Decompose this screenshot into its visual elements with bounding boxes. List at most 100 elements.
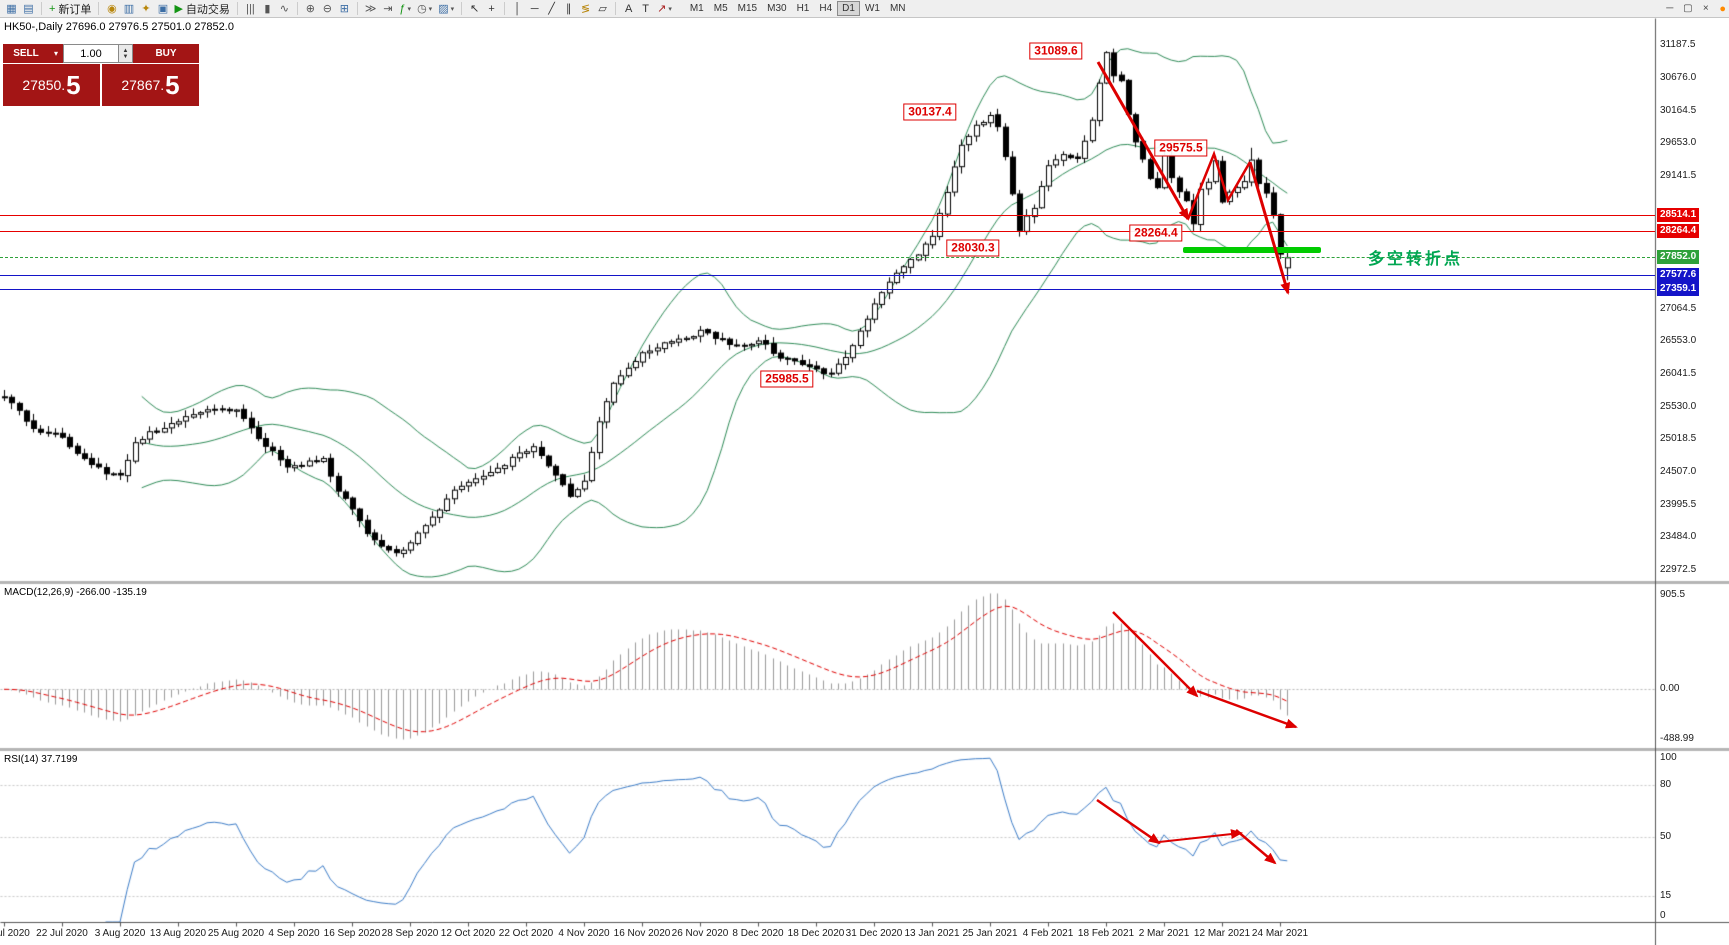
candlestick-chart-button[interactable]: ▮ (259, 1, 276, 17)
buy-button[interactable]: 27867. 5 (102, 64, 199, 106)
connection-status-icon: ● (1719, 2, 1726, 15)
indicators-dropdown-icon: ▾ (407, 5, 412, 13)
line-chart-button[interactable]: ∿ (276, 1, 293, 17)
timeframe-h1[interactable]: H1 (796, 3, 810, 14)
vertical-line-button[interactable]: │ (509, 1, 526, 17)
toolbar-separator (615, 2, 617, 15)
timeframe-m30[interactable]: M30 (767, 3, 787, 14)
periods-icon: ◷ (417, 2, 427, 15)
toolbar-separator (461, 2, 463, 15)
auto-scroll-button[interactable]: ≫ (362, 1, 380, 17)
data-window-icon: ▥ (123, 2, 135, 15)
volume-input[interactable] (63, 44, 119, 63)
timeframe-bar: M1 M5 M15 M30 H1 H4 D1 W1 MN (685, 1, 911, 16)
terminal-button[interactable]: ▣ (154, 1, 171, 17)
tile-windows-button[interactable]: ⊞ (336, 1, 353, 17)
toolbar: ▦ ▤ + 新订单 ◉ ▥ ✦ ▣ ▶ 自动交易 ||| ▮ ∿ ⊕ ⊖ ⊞ ≫ ⇥ ƒ ▾ ◷ ▾ ▨ ▾ ↖ + │ ─ ╱ ∥ ≶ ▱ A… (0, 0, 1729, 18)
templates-dropdown-icon: ▾ (450, 5, 455, 13)
one-click-trading-panel: SELL ▾ ▲ ▼ BUY 27850. 5 27867. 5 (3, 44, 199, 106)
chart-profiles-icon: ▤ (23, 2, 34, 15)
new-chart-icon: ▦ (6, 2, 17, 15)
channel-button[interactable]: ∥ (560, 1, 577, 17)
rsi-indicator-label: RSI(14) 37.7199 (4, 754, 78, 765)
window-controls: ─ ▢ × ● (1662, 3, 1726, 15)
arrows-icon: ↗ (657, 2, 667, 15)
close-button[interactable]: × (1702, 3, 1709, 14)
text-label-button[interactable]: T (637, 1, 654, 17)
timeframe-h4[interactable]: H4 (819, 3, 833, 14)
zoom-in-button[interactable]: ⊕ (302, 1, 319, 17)
chart-title: HK50-,Daily 27696.0 27976.5 27501.0 2785… (4, 21, 234, 33)
chevron-down-icon: ▾ (53, 49, 58, 58)
chart-shift-icon: ⇥ (383, 2, 393, 15)
toolbar-separator (356, 2, 358, 15)
minimize-button[interactable]: ─ (1666, 3, 1674, 14)
toolbar-separator (504, 2, 506, 15)
sell-button[interactable]: 27850. 5 (3, 64, 100, 106)
buy-price-big-digit: 5 (165, 70, 180, 100)
timeframe-w1[interactable]: W1 (864, 3, 880, 14)
timeframe-d1[interactable]: D1 (837, 1, 860, 16)
stepper-up-icon: ▲ (122, 47, 129, 54)
sell-price: 27850. (22, 77, 66, 93)
new-order-icon: + (49, 2, 56, 15)
bar-chart-icon: ||| (246, 2, 255, 15)
navigator-icon: ✦ (141, 2, 151, 15)
timeframe-m1[interactable]: M1 (689, 3, 704, 14)
timeframe-m5[interactable]: M5 (713, 3, 728, 14)
sell-tab-label: SELL (13, 48, 39, 59)
terminal-icon: ▣ (157, 2, 169, 15)
arrows-button[interactable]: ↗ ▾ (654, 1, 675, 17)
periods-button[interactable]: ◷ ▾ (414, 1, 435, 17)
new-order-label: 新订单 (58, 3, 92, 16)
macd-indicator-label: MACD(12,26,9) -266.00 -135.19 (4, 587, 147, 598)
toolbar-separator (98, 2, 100, 15)
auto-scroll-icon: ≫ (364, 2, 377, 15)
toolbar-buttons: ▦ ▤ + 新订单 ◉ ▥ ✦ ▣ ▶ 自动交易 ||| ▮ ∿ ⊕ ⊖ ⊞ ≫ ⇥ ƒ ▾ ◷ ▾ ▨ ▾ ↖ + │ ─ ╱ ∥ ≶ ▱ A… (3, 1, 675, 17)
buy-price: 27867. (121, 77, 165, 93)
autotrading-icon: ▶ (174, 2, 183, 15)
new-order-button[interactable]: + 新订单 (46, 1, 94, 17)
indicators-button[interactable]: ƒ ▾ (396, 1, 414, 17)
trendline-button[interactable]: ╱ (543, 1, 560, 17)
fibonacci-icon: ≶ (581, 2, 591, 15)
candlestick-chart-icon: ▮ (264, 2, 271, 15)
templates-icon: ▨ (438, 2, 449, 15)
line-chart-icon: ∿ (279, 2, 290, 15)
crosshair-icon: + (488, 2, 495, 15)
indicators-icon: ƒ (399, 2, 406, 15)
text-icon: A (624, 2, 633, 15)
cursor-icon: ↖ (470, 2, 480, 15)
sell-price-big-digit: 5 (66, 70, 81, 100)
fibonacci-button[interactable]: ≶ (577, 1, 594, 17)
crosshair-button[interactable]: + (483, 1, 500, 17)
trendline-icon: ╱ (548, 2, 555, 15)
horizontal-line-button[interactable]: ─ (526, 1, 543, 17)
market-watch-icon: ◉ (107, 2, 117, 15)
buy-tab[interactable]: BUY (133, 44, 199, 63)
zoom-out-icon: ⊖ (322, 2, 333, 15)
timeframe-mn[interactable]: MN (889, 3, 906, 14)
volume-stepper[interactable]: ▲ ▼ (119, 44, 133, 63)
shapes-button[interactable]: ▱ (594, 1, 611, 17)
zoom-out-button[interactable]: ⊖ (319, 1, 336, 17)
autotrading-button[interactable]: ▶ 自动交易 (171, 1, 232, 17)
data-window-button[interactable]: ▥ (120, 1, 137, 17)
navigator-button[interactable]: ✦ (137, 1, 154, 17)
market-watch-button[interactable]: ◉ (103, 1, 120, 17)
text-button[interactable]: A (620, 1, 637, 17)
new-chart-button[interactable]: ▦ (3, 1, 20, 17)
order-type-dropdown[interactable]: ▾ (49, 44, 63, 63)
vertical-line-icon: │ (514, 2, 522, 15)
sell-tab[interactable]: SELL (3, 44, 49, 63)
bar-chart-button[interactable]: ||| (242, 1, 259, 17)
timeframe-m15[interactable]: M15 (737, 3, 758, 14)
chart-profiles-button[interactable]: ▤ (20, 1, 37, 17)
templates-button[interactable]: ▨ ▾ (435, 1, 457, 17)
arrows-dropdown-icon: ▾ (668, 5, 672, 13)
cursor-button[interactable]: ↖ (466, 1, 483, 17)
restore-button[interactable]: ▢ (1683, 3, 1693, 14)
chart-shift-button[interactable]: ⇥ (379, 1, 396, 17)
